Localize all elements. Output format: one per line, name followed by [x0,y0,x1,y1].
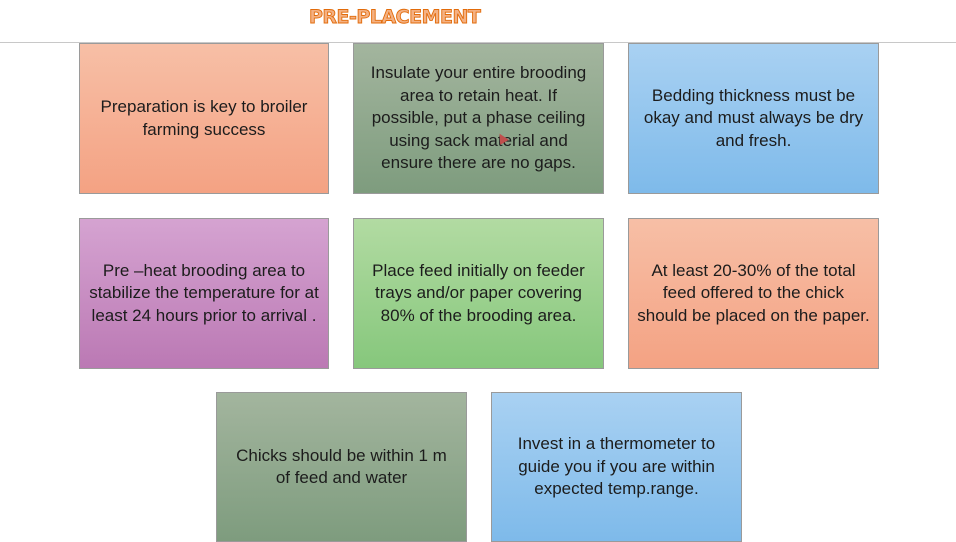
tip-box-feed-paper: At least 20-30% of the total feed offere… [628,218,879,369]
tip-box-insulate: Insulate your entire brooding area to re… [353,43,604,194]
tip-box-preparation: Preparation is key to broiler farming su… [79,43,329,194]
tip-text: Insulate your entire brooding area to re… [370,63,587,173]
tip-text: At least 20-30% of the total feed offere… [637,260,870,325]
slide-title: PRE-PLACEMENT [309,6,482,29]
tip-box-bedding: Bedding thickness must be okay and must … [628,43,879,194]
tip-text: Pre –heat brooding area to stabilize the… [89,260,319,325]
tip-text: Place feed initially on feeder trays and… [372,260,585,325]
header-divider [0,42,956,43]
tip-text: Chicks should be within 1 m of feed and … [236,445,447,488]
tip-text: Invest in a thermometer to guide you if … [517,434,716,499]
tip-box-feed-trays: Place feed initially on feeder trays and… [353,218,604,369]
tip-text: Bedding thickness must be okay and must … [643,85,864,150]
tip-box-distance: Chicks should be within 1 m of feed and … [216,392,467,542]
tip-text: Preparation is key to broiler farming su… [100,97,308,139]
tip-box-thermometer: Invest in a thermometer to guide you if … [491,392,742,542]
tip-box-preheat: Pre –heat brooding area to stabilize the… [79,218,329,369]
